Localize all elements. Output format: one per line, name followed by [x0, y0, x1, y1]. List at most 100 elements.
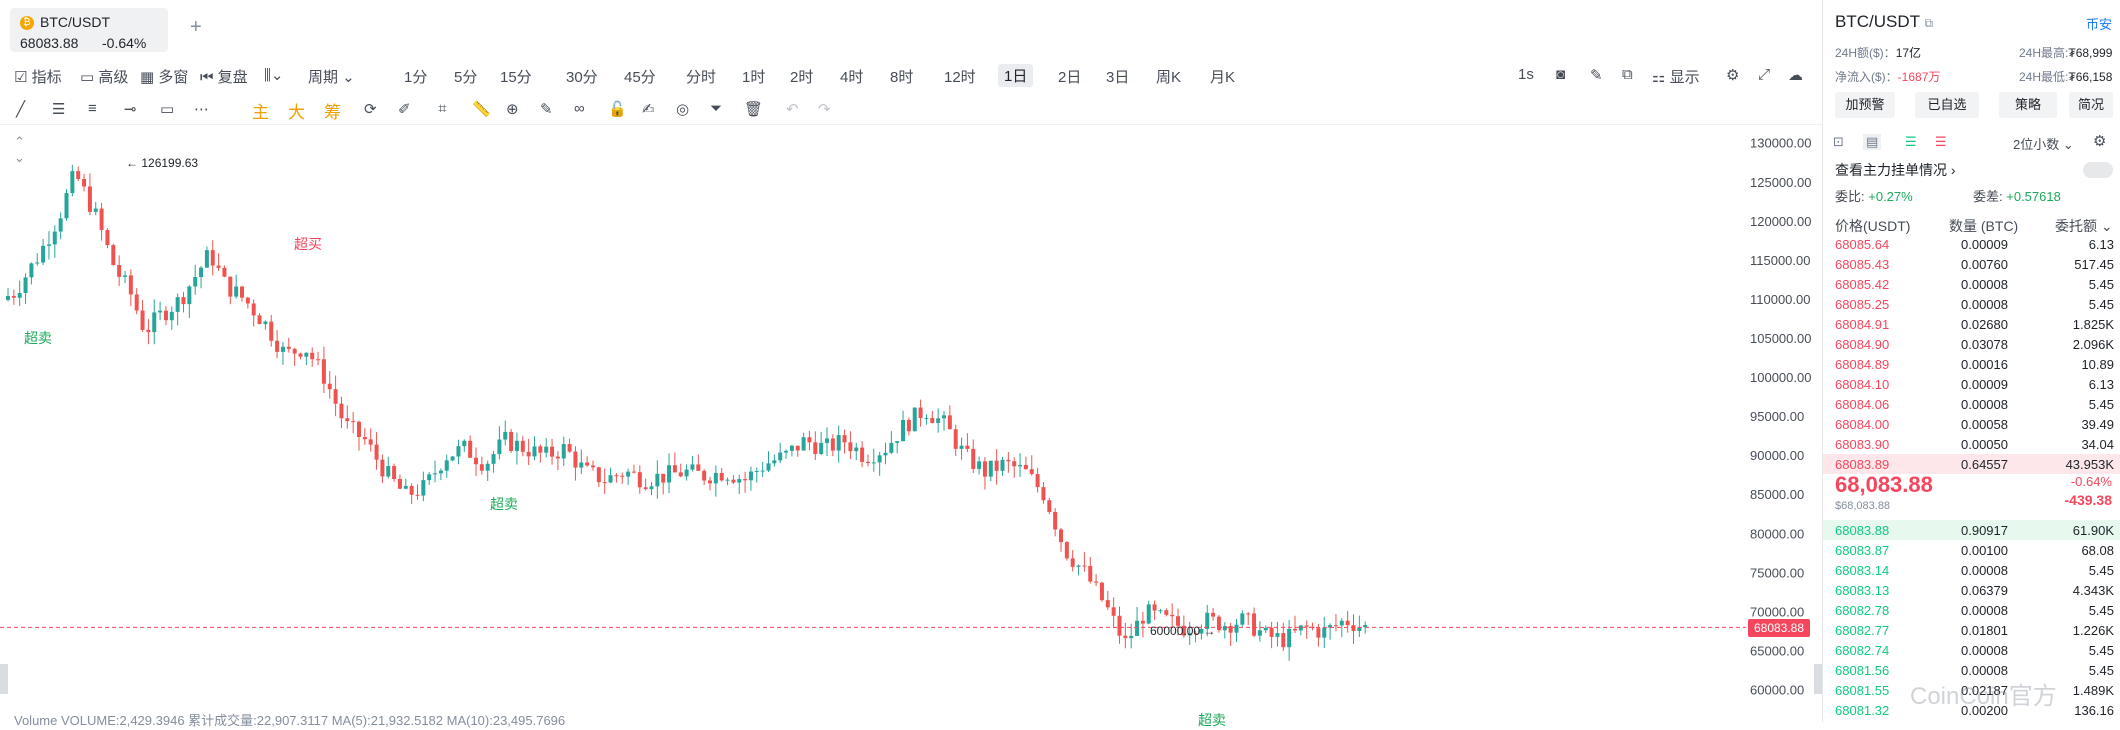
redo-icon[interactable]: ↷: [818, 101, 831, 118]
orderbook-row[interactable]: 68081.55 0.02187 1.489K: [1823, 680, 2120, 700]
candle-body: [1170, 614, 1175, 617]
orderbook-row[interactable]: 68085.43 0.00760 517.45: [1823, 254, 2120, 274]
orderbook-row[interactable]: 68085.25 0.00008 5.45: [1823, 294, 2120, 314]
chart-type-icon[interactable]: ⫼⌄: [264, 67, 284, 84]
marker-icon[interactable]: ✎: [540, 101, 553, 118]
scroll-left-handle[interactable]: [0, 664, 8, 694]
orderbook-row[interactable]: 68081.32 0.00200 136.16: [1823, 700, 2120, 720]
camera-icon[interactable]: ◙: [1556, 66, 1566, 83]
main-force-tag[interactable]: 主: [252, 103, 269, 122]
period-15[interactable]: 月K: [1210, 69, 1236, 86]
period-4[interactable]: 45分: [624, 69, 656, 86]
main-orders-toggle[interactable]: [2083, 162, 2113, 178]
tab-btc-usdt[interactable]: ₿ BTC/USDT 68083.88 -0.64%: [10, 8, 168, 52]
period-11[interactable]: 1日: [998, 64, 1034, 87]
orderbook-row[interactable]: 68084.06 0.00008 5.45: [1823, 394, 2120, 414]
trendline-icon[interactable]: ╱: [16, 101, 26, 118]
orderbook-row[interactable]: 68083.88 0.90917 61.90K: [1823, 520, 2120, 540]
orderbook-row[interactable]: 68081.56 0.00008 5.45: [1823, 660, 2120, 680]
interval-label[interactable]: 1s: [1518, 66, 1534, 83]
period-1[interactable]: 5分: [454, 69, 478, 86]
orderbook-row[interactable]: 68085.64 0.00009 6.13: [1823, 234, 2120, 254]
decimals-select[interactable]: 2位小数 ⌄: [2013, 137, 2074, 152]
candle-body: [403, 485, 408, 489]
orderbook-row[interactable]: 68083.13 0.06379 4.343K: [1823, 580, 2120, 600]
period-dropdown[interactable]: 周期 ⌄: [308, 69, 355, 86]
both-sides-icon[interactable]: ▤: [1863, 134, 1882, 150]
orderbook-row[interactable]: 68082.77 0.01801 1.226K: [1823, 620, 2120, 640]
strategy-button[interactable]: 策略: [1999, 92, 2057, 118]
period-12[interactable]: 2日: [1058, 69, 1082, 86]
link-icon[interactable]: ∞: [574, 100, 585, 117]
add-tab-button[interactable]: +: [190, 16, 202, 38]
copy-icon[interactable]: ⧉: [1622, 66, 1633, 83]
period-2[interactable]: 15分: [500, 69, 532, 86]
asks-only-icon[interactable]: ☰: [1935, 134, 1947, 149]
period-6[interactable]: 1时: [742, 69, 766, 86]
indicator-button[interactable]: ☑ 指标: [14, 69, 62, 86]
orderbook-row[interactable]: 68083.87 0.00100 68.08: [1823, 540, 2120, 560]
more-tools-icon[interactable]: ⋯: [194, 101, 209, 118]
expand-up-icon[interactable]: ⌃: [14, 134, 25, 149]
watchlist-button[interactable]: 已自选: [1915, 92, 1979, 118]
filter-icon[interactable]: ⏷: [710, 100, 723, 117]
gear-icon[interactable]: ⚙: [2093, 133, 2107, 150]
hline-icon[interactable]: ☰: [52, 101, 66, 118]
brush-icon[interactable]: ✐: [398, 101, 411, 118]
big-order-tag[interactable]: 大: [288, 103, 305, 122]
period-13[interactable]: 3日: [1106, 69, 1130, 86]
pen-icon[interactable]: ✎: [1590, 67, 1603, 84]
period-0[interactable]: 1分: [404, 69, 428, 86]
orderbook-row[interactable]: 68084.10 0.00009 6.13: [1823, 374, 2120, 394]
orderbook-row[interactable]: 68082.78 0.00008 5.45: [1823, 600, 2120, 620]
lock-icon[interactable]: 🔓: [608, 101, 627, 118]
candle-body: [485, 463, 490, 471]
period-3[interactable]: 30分: [566, 69, 598, 86]
orderbook-row[interactable]: 68084.89 0.00016 10.89: [1823, 354, 2120, 374]
display-button[interactable]: ⚏ 显示: [1652, 69, 1700, 86]
orderbook-row[interactable]: 68082.74 0.00008 5.45: [1823, 640, 2120, 660]
y-tick-label: 65000.00: [1750, 643, 1804, 658]
orderbook-row[interactable]: 68083.90 0.00050 34.04: [1823, 434, 2120, 454]
ruler-icon[interactable]: 📏: [472, 101, 491, 118]
orderbook-mode-icon[interactable]: ⊡: [1833, 134, 1844, 149]
multi-window-button[interactable]: ▦ 多窗: [140, 69, 189, 86]
period-10[interactable]: 12时: [944, 69, 976, 86]
scroll-right-handle[interactable]: [1814, 664, 1822, 694]
zoom-icon[interactable]: ⊕: [506, 101, 519, 118]
period-8[interactable]: 4时: [840, 69, 864, 86]
alert-button[interactable]: 加预警: [1835, 92, 1895, 118]
orderbook-row[interactable]: 68083.14 0.00008 5.45: [1823, 560, 2120, 580]
candlestick-chart[interactable]: 60000.00 65000.00 70000.00 75000.00 80000.00…: [0, 124, 1822, 728]
period-5[interactable]: 分时: [686, 69, 717, 86]
exchange-link[interactable]: 币安: [2085, 17, 2112, 32]
rect-icon[interactable]: ▭: [160, 101, 175, 118]
parallel-icon[interactable]: ≡: [88, 100, 97, 117]
orderbook-row[interactable]: 68085.42 0.00008 5.45: [1823, 274, 2120, 294]
orderbook-row[interactable]: 68083.89 0.64557 43.953K: [1823, 454, 2120, 474]
orderbook-row[interactable]: 68084.91 0.02680 1.825K: [1823, 314, 2120, 334]
crop-icon[interactable]: ⌗: [438, 100, 447, 117]
period-14[interactable]: 周K: [1156, 69, 1182, 86]
refresh-icon[interactable]: ⟳: [364, 101, 377, 118]
replay-button[interactable]: ⏮ 复盘: [200, 69, 248, 86]
orderbook-row[interactable]: 68084.90 0.03078 2.096K: [1823, 334, 2120, 354]
undo-icon[interactable]: ↶: [786, 101, 799, 118]
settings-icon[interactable]: ⚙: [1726, 67, 1740, 84]
magnet-icon[interactable]: ◎: [676, 101, 690, 118]
chips-tag[interactable]: 筹: [324, 103, 341, 122]
overview-button[interactable]: 简况: [2069, 92, 2113, 118]
period-7[interactable]: 2时: [790, 69, 814, 86]
advanced-button[interactable]: ▭ 高级: [80, 69, 129, 86]
trash-icon[interactable]: 🗑: [744, 101, 764, 118]
period-9[interactable]: 8时: [890, 69, 914, 86]
bids-only-icon[interactable]: ☰: [1905, 134, 1917, 149]
copy-icon[interactable]: ⧉: [1924, 16, 1934, 30]
main-orders-link[interactable]: 查看主力挂单情况 ›: [1835, 162, 1956, 178]
expand-down-icon[interactable]: ⌄: [14, 150, 25, 165]
ray-icon[interactable]: ⊸: [124, 101, 137, 118]
text-icon[interactable]: ✍: [642, 101, 655, 118]
fullscreen-icon[interactable]: ⤢: [1758, 66, 1771, 83]
orderbook-row[interactable]: 68084.00 0.00058 39.49: [1823, 414, 2120, 434]
layout-button[interactable]: ☁: [1788, 67, 1803, 84]
